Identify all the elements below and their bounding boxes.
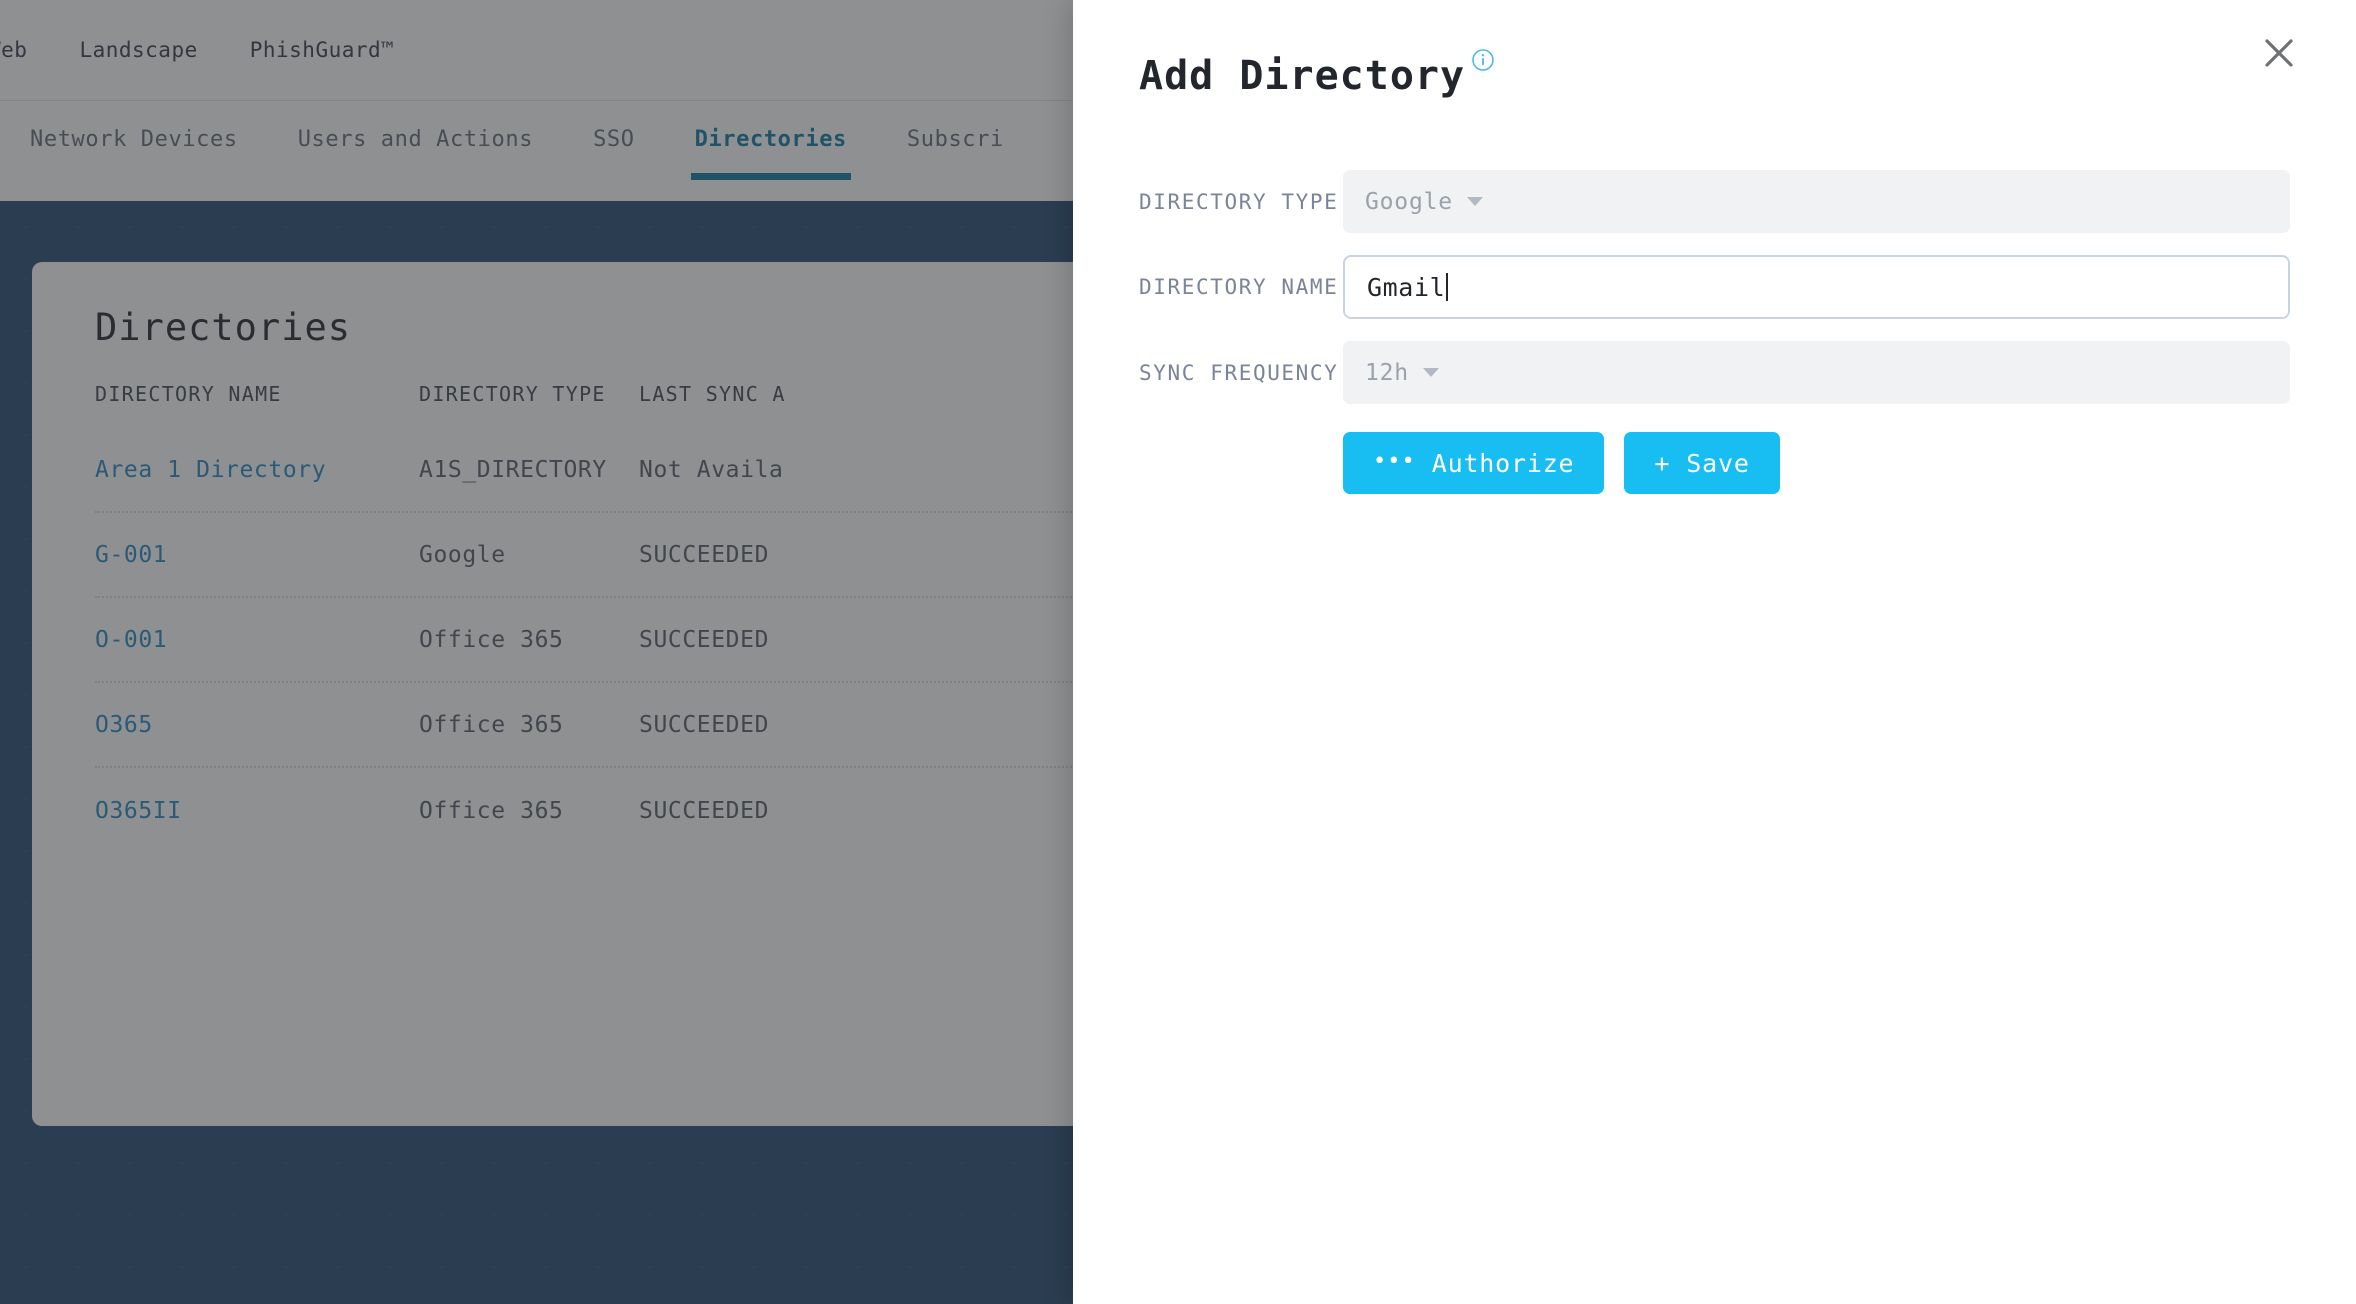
top-nav-item-landscape[interactable]: Landscape [79,38,198,62]
label-directory-type: DIRECTORY TYPE [1139,189,1339,214]
page-title: Directories [95,306,352,349]
chevron-down-icon [1466,197,1483,206]
tab-sso[interactable]: SSO [593,127,635,152]
authorize-button[interactable]: ••• Authorize [1343,432,1605,494]
cell-directory-type: Office 365 [419,797,564,824]
text-cursor [1446,273,1449,301]
directory-name-value: Gmail [1367,272,1446,302]
top-nav-item-web[interactable]: Web [0,38,28,62]
cell-directory-name[interactable]: O365II [95,797,182,824]
sync-frequency-select[interactable]: 12h [1343,341,2290,404]
cell-last-sync: SUCCEEDED [639,626,770,653]
sync-frequency-value: 12h [1365,359,1409,386]
directory-type-select[interactable]: Google [1343,170,2290,233]
cell-directory-type: Office 365 [419,626,564,653]
cell-directory-name[interactable]: Area 1 Directory [95,456,327,483]
modal-action-buttons: ••• Authorize + Save [1343,432,2290,494]
modal-header: Add Directory [1139,49,1495,99]
tab-directories[interactable]: Directories [665,127,877,180]
directory-type-value: Google [1365,188,1453,215]
modal-title: Add Directory [1139,53,1466,99]
tab-users-and-actions[interactable]: Users and Actions [297,127,534,152]
cell-last-sync: SUCCEEDED [639,541,770,568]
cell-directory-name[interactable]: O-001 [95,626,168,653]
save-button-label: Save [1686,448,1750,478]
form-row-directory-type: DIRECTORY TYPE Google [1139,170,2290,233]
label-sync-frequency: SYNC FREQUENCY [1139,360,1339,385]
save-button[interactable]: + Save [1624,432,1780,494]
tab-network-devices[interactable]: Network Devices [30,127,238,152]
ellipsis-icon: ••• [1373,449,1416,474]
cell-directory-type: A1S_DIRECTORY [419,456,607,483]
cell-last-sync: SUCCEEDED [639,797,770,824]
cell-last-sync: SUCCEEDED [639,711,770,738]
cell-directory-name[interactable]: O365 [95,711,153,738]
column-header-last-sync: LAST SYNC A [639,382,786,406]
label-directory-name: DIRECTORY NAME [1139,275,1339,299]
add-directory-modal: Add Directory DIRECTORY TYPE Google [1073,0,2356,1304]
column-header-directory-type: DIRECTORY TYPE [419,382,606,406]
cell-directory-type: Google [419,541,506,568]
chevron-down-icon [1422,368,1439,377]
top-nav-item-phishguard[interactable]: PhishGuard™ [249,38,395,62]
tab-subscriptions[interactable]: Subscri [906,127,1004,152]
authorize-button-label: Authorize [1431,448,1575,478]
cell-last-sync: Not Availa [639,456,784,483]
cell-directory-name[interactable]: G-001 [95,541,168,568]
info-circle-icon[interactable] [1471,48,1495,72]
plus-icon: + [1654,448,1671,478]
form-row-sync-frequency: SYNC FREQUENCY 12h [1139,341,2290,404]
close-icon[interactable] [2256,30,2302,76]
cell-directory-type: Office 365 [419,711,564,738]
form-row-directory-name: DIRECTORY NAME Gmail [1139,255,2290,319]
column-header-directory-name: DIRECTORY NAME [95,382,282,406]
directory-name-input[interactable]: Gmail [1343,255,2290,319]
add-directory-form: DIRECTORY TYPE Google DIRECTORY NAME Gma… [1139,170,2290,494]
